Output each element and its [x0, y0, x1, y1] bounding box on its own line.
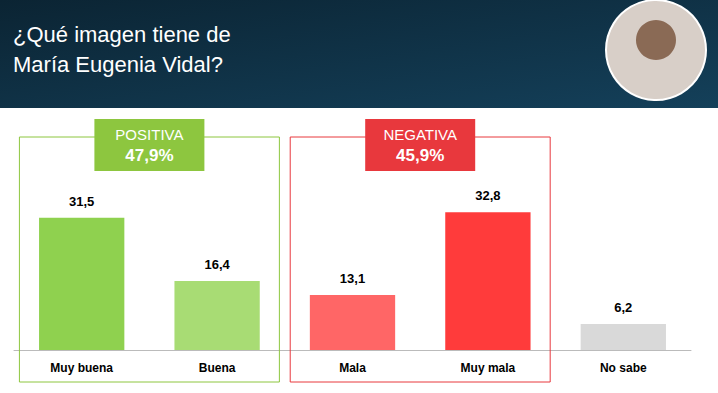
svg-text:16,4: 16,4	[204, 257, 230, 272]
svg-text:Buena: Buena	[199, 361, 236, 375]
svg-text:6,2: 6,2	[614, 300, 632, 315]
svg-text:POSITIVA: POSITIVA	[115, 126, 183, 143]
svg-text:13,1: 13,1	[340, 271, 365, 286]
svg-text:32,8: 32,8	[475, 188, 500, 203]
svg-text:47,9%: 47,9%	[125, 146, 173, 165]
svg-text:María Eugenia Vidal?: María Eugenia Vidal?	[13, 52, 223, 77]
svg-text:NEGATIVA: NEGATIVA	[383, 126, 457, 143]
svg-text:No sabe: No sabe	[600, 361, 647, 375]
svg-text:Muy buena: Muy buena	[50, 361, 113, 375]
svg-text:Muy mala: Muy mala	[461, 361, 516, 375]
svg-text:Mala: Mala	[339, 361, 366, 375]
svg-text:31,5: 31,5	[69, 194, 94, 209]
svg-text:¿Qué imagen tiene de: ¿Qué imagen tiene de	[13, 22, 237, 47]
svg-text:45,9%: 45,9%	[396, 146, 444, 165]
